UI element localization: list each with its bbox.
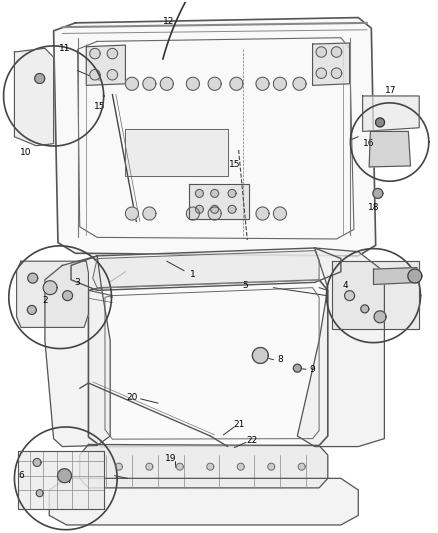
- Polygon shape: [186, 207, 199, 220]
- Text: 22: 22: [246, 435, 257, 445]
- Polygon shape: [86, 45, 125, 85]
- Polygon shape: [207, 463, 214, 470]
- Polygon shape: [90, 69, 100, 80]
- Polygon shape: [375, 118, 385, 127]
- Polygon shape: [373, 189, 383, 198]
- Polygon shape: [63, 290, 73, 301]
- Polygon shape: [143, 207, 156, 220]
- Polygon shape: [28, 273, 38, 283]
- Text: 11: 11: [59, 44, 70, 53]
- Polygon shape: [143, 77, 156, 90]
- Polygon shape: [195, 205, 203, 213]
- Text: 12: 12: [163, 17, 175, 26]
- Polygon shape: [313, 43, 350, 85]
- Polygon shape: [331, 68, 342, 78]
- Text: 5: 5: [242, 280, 248, 289]
- Polygon shape: [53, 18, 376, 256]
- Polygon shape: [36, 490, 43, 497]
- Polygon shape: [268, 463, 275, 470]
- Polygon shape: [160, 77, 173, 90]
- Polygon shape: [107, 49, 117, 59]
- Polygon shape: [18, 451, 104, 509]
- Polygon shape: [107, 69, 117, 80]
- Polygon shape: [93, 251, 319, 288]
- Text: 9: 9: [310, 365, 315, 374]
- Polygon shape: [345, 290, 354, 301]
- Polygon shape: [252, 348, 268, 364]
- Polygon shape: [208, 207, 221, 220]
- Polygon shape: [80, 445, 328, 488]
- Polygon shape: [116, 463, 122, 470]
- Polygon shape: [208, 77, 221, 90]
- Text: 1: 1: [190, 270, 196, 279]
- Polygon shape: [88, 280, 328, 447]
- Text: 15: 15: [229, 160, 240, 169]
- Polygon shape: [408, 269, 422, 283]
- Polygon shape: [188, 184, 250, 219]
- Polygon shape: [332, 261, 419, 329]
- Polygon shape: [186, 77, 199, 90]
- Polygon shape: [14, 49, 53, 146]
- Polygon shape: [146, 463, 153, 470]
- Polygon shape: [331, 47, 342, 57]
- Polygon shape: [125, 207, 138, 220]
- Text: 4: 4: [343, 280, 348, 289]
- Polygon shape: [195, 189, 203, 197]
- Text: 15: 15: [94, 102, 105, 111]
- Polygon shape: [90, 49, 100, 59]
- Polygon shape: [293, 364, 301, 372]
- Polygon shape: [298, 463, 305, 470]
- Text: 7: 7: [66, 477, 72, 486]
- Polygon shape: [297, 248, 385, 447]
- Polygon shape: [293, 77, 306, 90]
- Polygon shape: [125, 129, 228, 176]
- Polygon shape: [374, 268, 418, 285]
- Polygon shape: [28, 305, 36, 314]
- Text: 19: 19: [166, 454, 177, 463]
- Text: 17: 17: [385, 86, 397, 95]
- Polygon shape: [33, 458, 41, 466]
- Polygon shape: [43, 281, 57, 295]
- Text: 6: 6: [18, 471, 24, 480]
- Polygon shape: [374, 311, 386, 323]
- Text: 10: 10: [20, 148, 31, 157]
- Polygon shape: [230, 77, 243, 90]
- Polygon shape: [363, 96, 419, 132]
- Polygon shape: [211, 205, 219, 213]
- Polygon shape: [256, 77, 269, 90]
- Polygon shape: [256, 207, 269, 220]
- Polygon shape: [71, 248, 341, 290]
- Text: 21: 21: [233, 420, 244, 429]
- Polygon shape: [125, 77, 138, 90]
- Polygon shape: [361, 305, 369, 313]
- Polygon shape: [237, 463, 244, 470]
- Polygon shape: [316, 68, 326, 78]
- Polygon shape: [228, 205, 236, 213]
- Text: 20: 20: [126, 393, 138, 402]
- Polygon shape: [35, 74, 45, 84]
- Text: 16: 16: [364, 139, 375, 148]
- Text: 2: 2: [42, 296, 48, 305]
- Polygon shape: [211, 189, 219, 197]
- Polygon shape: [228, 189, 236, 197]
- Polygon shape: [316, 47, 326, 57]
- Polygon shape: [369, 132, 410, 167]
- Polygon shape: [177, 463, 184, 470]
- Polygon shape: [57, 469, 71, 483]
- Polygon shape: [273, 77, 286, 90]
- Text: 3: 3: [74, 278, 81, 287]
- Polygon shape: [273, 207, 286, 220]
- Text: 8: 8: [277, 354, 283, 364]
- Polygon shape: [49, 478, 358, 525]
- Polygon shape: [45, 256, 110, 447]
- Polygon shape: [17, 261, 88, 327]
- Text: 18: 18: [368, 203, 379, 212]
